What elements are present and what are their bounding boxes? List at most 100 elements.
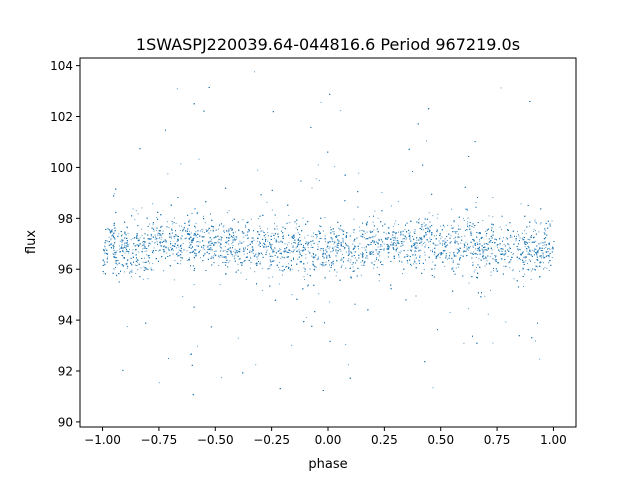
data-point xyxy=(176,88,178,90)
data-point xyxy=(247,253,248,254)
data-point xyxy=(529,236,531,238)
data-point xyxy=(482,253,484,255)
data-point xyxy=(329,270,331,272)
data-point xyxy=(450,235,452,237)
data-point xyxy=(132,208,134,210)
data-point xyxy=(180,238,182,240)
data-point xyxy=(201,231,203,233)
data-point xyxy=(180,263,182,265)
data-point xyxy=(442,252,444,254)
data-point xyxy=(280,258,282,260)
data-point xyxy=(126,262,128,264)
data-point xyxy=(468,282,470,284)
data-point xyxy=(291,243,293,245)
data-point xyxy=(266,254,268,255)
data-point xyxy=(361,247,363,249)
data-point xyxy=(316,237,318,239)
data-point xyxy=(300,250,302,252)
data-point xyxy=(121,246,122,248)
data-point xyxy=(434,268,436,270)
data-point xyxy=(207,245,209,247)
data-point xyxy=(492,216,494,218)
data-point xyxy=(398,256,400,258)
data-point xyxy=(478,239,480,241)
data-point xyxy=(373,242,375,244)
data-point xyxy=(371,251,372,253)
data-point xyxy=(439,242,441,244)
data-point xyxy=(338,244,339,246)
data-point xyxy=(237,270,239,271)
data-point xyxy=(272,276,274,278)
data-point xyxy=(279,261,281,263)
data-point xyxy=(446,253,448,255)
data-point xyxy=(520,249,521,251)
data-point xyxy=(342,253,343,255)
data-point xyxy=(533,228,535,230)
data-point xyxy=(118,233,120,235)
data-point xyxy=(379,246,381,248)
data-point xyxy=(478,258,480,260)
chart-title: 1SWASPJ220039.64-044816.6 Period 967219.… xyxy=(136,35,520,54)
data-point xyxy=(539,223,541,225)
data-point xyxy=(195,231,197,233)
data-point xyxy=(220,236,222,238)
data-point xyxy=(119,240,121,242)
data-point xyxy=(232,241,234,243)
data-point xyxy=(482,237,483,239)
data-point xyxy=(167,248,169,250)
data-point xyxy=(419,249,421,251)
data-point xyxy=(428,212,430,214)
data-point xyxy=(119,245,120,247)
data-point xyxy=(353,218,355,220)
data-point xyxy=(228,250,230,252)
data-point xyxy=(262,230,264,232)
data-point xyxy=(110,239,112,241)
data-point xyxy=(178,246,180,248)
data-point xyxy=(213,255,215,257)
data-point xyxy=(508,244,510,246)
data-point xyxy=(437,254,438,256)
data-point xyxy=(447,258,448,260)
data-point xyxy=(280,269,282,271)
data-point xyxy=(321,264,323,265)
data-point xyxy=(181,225,183,227)
data-point xyxy=(245,225,247,227)
data-point xyxy=(223,231,225,232)
data-point xyxy=(376,267,378,269)
data-point xyxy=(228,210,230,212)
data-point xyxy=(178,249,180,251)
data-point xyxy=(551,248,553,250)
data-point xyxy=(503,265,505,267)
data-point xyxy=(261,290,263,291)
data-point xyxy=(528,259,530,261)
data-point xyxy=(297,259,299,260)
data-point xyxy=(251,237,253,239)
data-point xyxy=(319,263,321,265)
data-point xyxy=(311,255,313,257)
data-point xyxy=(436,217,438,219)
data-point xyxy=(365,238,367,240)
data-point xyxy=(356,259,358,261)
data-point xyxy=(182,243,184,244)
data-point xyxy=(549,249,551,251)
data-point xyxy=(203,249,205,250)
data-point xyxy=(107,256,109,258)
data-point xyxy=(456,230,458,232)
data-point xyxy=(250,256,251,258)
data-point xyxy=(385,233,387,235)
data-point xyxy=(211,255,213,257)
data-point xyxy=(203,215,204,217)
data-point xyxy=(189,230,191,232)
data-point xyxy=(281,274,283,276)
data-point xyxy=(142,261,144,263)
data-point xyxy=(269,265,271,267)
data-point xyxy=(402,230,404,232)
data-point xyxy=(158,234,160,236)
data-point xyxy=(379,251,381,253)
data-point xyxy=(210,244,212,246)
data-point xyxy=(485,231,487,232)
data-point xyxy=(423,269,425,271)
data-point xyxy=(128,252,130,254)
data-point xyxy=(104,264,106,266)
data-point xyxy=(473,254,475,255)
